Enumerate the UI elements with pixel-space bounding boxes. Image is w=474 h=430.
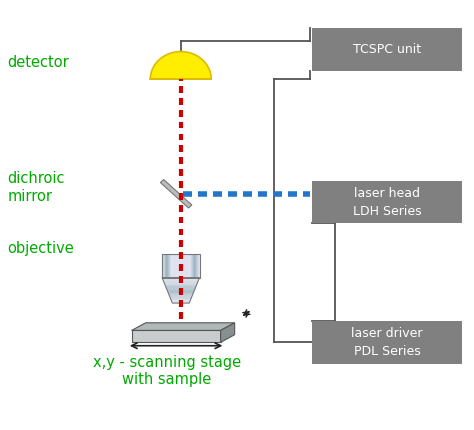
Polygon shape (166, 254, 196, 278)
Polygon shape (166, 254, 195, 278)
Polygon shape (220, 323, 235, 342)
Polygon shape (164, 254, 197, 278)
Polygon shape (172, 302, 190, 303)
FancyBboxPatch shape (312, 28, 462, 71)
Polygon shape (166, 288, 195, 289)
Polygon shape (170, 254, 191, 278)
Polygon shape (167, 254, 194, 278)
Polygon shape (132, 323, 235, 330)
Polygon shape (163, 254, 199, 278)
Polygon shape (169, 295, 192, 296)
Polygon shape (164, 254, 198, 278)
Text: laser head
LDH Series: laser head LDH Series (353, 187, 421, 218)
Polygon shape (164, 281, 198, 282)
Polygon shape (167, 291, 194, 292)
Polygon shape (163, 279, 199, 280)
Polygon shape (168, 254, 193, 278)
Polygon shape (168, 254, 193, 278)
Polygon shape (172, 301, 190, 302)
Polygon shape (165, 254, 196, 278)
Polygon shape (167, 254, 194, 278)
Polygon shape (171, 300, 191, 301)
Polygon shape (171, 254, 191, 278)
Polygon shape (170, 298, 191, 299)
Polygon shape (171, 254, 191, 278)
Polygon shape (171, 299, 191, 300)
Polygon shape (170, 254, 192, 278)
Polygon shape (169, 254, 192, 278)
Polygon shape (163, 280, 199, 281)
Polygon shape (165, 284, 197, 285)
Polygon shape (132, 330, 220, 342)
Polygon shape (171, 254, 191, 278)
Polygon shape (169, 254, 192, 278)
Polygon shape (165, 254, 196, 278)
Polygon shape (168, 292, 194, 293)
Text: laser driver
PDL Series: laser driver PDL Series (351, 327, 423, 358)
Polygon shape (170, 296, 192, 297)
Polygon shape (170, 254, 191, 278)
Polygon shape (169, 254, 193, 278)
Text: objective: objective (8, 242, 74, 256)
Polygon shape (166, 254, 195, 278)
Polygon shape (168, 254, 194, 278)
Text: detector: detector (8, 55, 69, 70)
Polygon shape (169, 294, 193, 295)
Polygon shape (170, 297, 191, 298)
Polygon shape (167, 289, 195, 290)
Polygon shape (160, 179, 192, 208)
Polygon shape (164, 282, 198, 283)
Polygon shape (167, 290, 194, 291)
Polygon shape (165, 285, 196, 286)
Polygon shape (165, 286, 196, 287)
Polygon shape (167, 254, 195, 278)
Polygon shape (163, 254, 199, 278)
Polygon shape (162, 278, 200, 279)
Polygon shape (166, 287, 196, 288)
Polygon shape (164, 254, 198, 278)
Polygon shape (150, 52, 211, 79)
FancyBboxPatch shape (312, 181, 462, 224)
Polygon shape (164, 254, 197, 278)
FancyBboxPatch shape (312, 321, 462, 363)
Text: TCSPC unit: TCSPC unit (353, 43, 421, 56)
Text: x,y - scanning stage
with sample: x,y - scanning stage with sample (93, 355, 241, 387)
Text: dichroic
mirror: dichroic mirror (8, 171, 65, 204)
Polygon shape (168, 293, 193, 294)
Polygon shape (163, 254, 199, 278)
Polygon shape (162, 254, 200, 278)
Polygon shape (164, 283, 197, 284)
Polygon shape (165, 254, 197, 278)
Polygon shape (164, 254, 198, 278)
